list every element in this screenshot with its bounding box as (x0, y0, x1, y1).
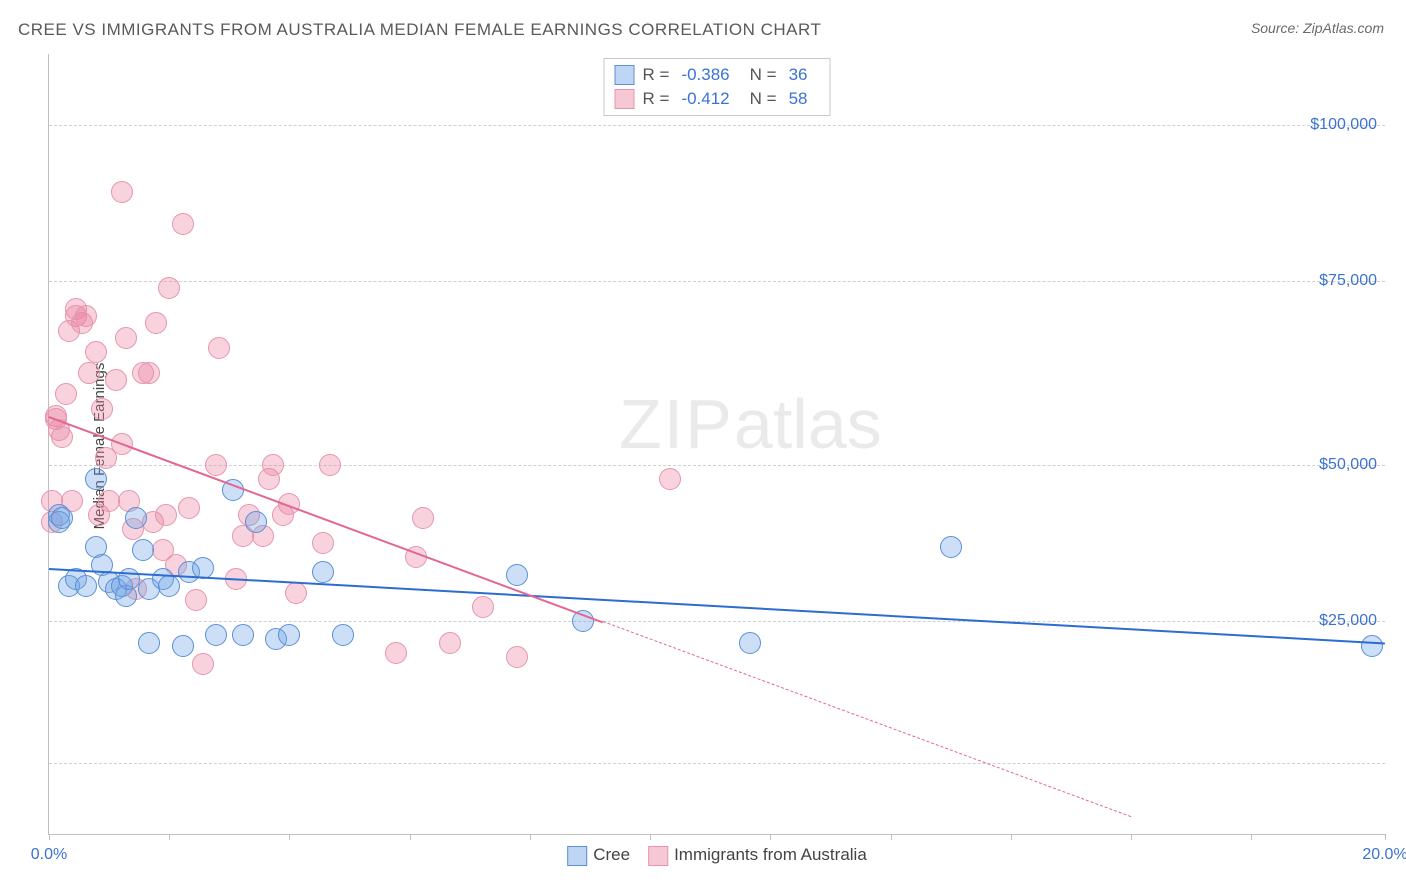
n-value: 36 (789, 65, 808, 85)
data-point (118, 568, 140, 590)
data-point (659, 468, 681, 490)
data-point (125, 507, 147, 529)
data-point (85, 341, 107, 363)
data-point (278, 624, 300, 646)
series-legend: Cree Immigrants from Australia (567, 845, 867, 866)
data-point (412, 507, 434, 529)
y-tick-label: $75,000 (1319, 272, 1377, 290)
legend-item-1: Cree (567, 845, 630, 866)
data-point (85, 468, 107, 490)
data-point (192, 653, 214, 675)
legend-swatch-1 (615, 65, 635, 85)
data-point (739, 632, 761, 654)
r-value: -0.386 (681, 65, 729, 85)
data-point (506, 564, 528, 586)
x-tick (770, 834, 771, 840)
data-point (158, 277, 180, 299)
r-value: -0.412 (681, 89, 729, 109)
legend-swatch-cree (567, 846, 587, 866)
data-point (232, 624, 254, 646)
data-point (472, 596, 494, 618)
data-point (172, 635, 194, 657)
data-point (439, 632, 461, 654)
data-point (262, 454, 284, 476)
data-point (138, 632, 160, 654)
data-point (506, 646, 528, 668)
chart-source: Source: ZipAtlas.com (1251, 20, 1384, 36)
n-label: N = (750, 65, 777, 85)
gridline (49, 763, 1385, 764)
data-point (132, 539, 154, 561)
data-point (312, 561, 334, 583)
x-tick-label: 20.0% (1362, 846, 1406, 864)
y-tick-label: $25,000 (1319, 612, 1377, 630)
data-point (385, 642, 407, 664)
data-point (205, 624, 227, 646)
data-point (145, 312, 167, 334)
r-label: R = (643, 89, 670, 109)
data-point (51, 426, 73, 448)
data-point (75, 575, 97, 597)
data-point (98, 490, 120, 512)
data-point (940, 536, 962, 558)
data-point (105, 369, 127, 391)
x-tick (169, 834, 170, 840)
data-point (155, 504, 177, 526)
data-point (185, 589, 207, 611)
correlation-legend: R = -0.386 N = 36 R = -0.412 N = 58 (604, 58, 831, 116)
data-point (91, 398, 113, 420)
data-point (172, 213, 194, 235)
watermark: ZIPatlas (619, 384, 882, 464)
gridline (49, 465, 1385, 466)
n-label: N = (750, 89, 777, 109)
data-point (332, 624, 354, 646)
data-point (245, 511, 267, 533)
x-tick (289, 834, 290, 840)
data-point (55, 383, 77, 405)
r-label: R = (643, 65, 670, 85)
gridline (49, 125, 1385, 126)
n-value: 58 (789, 89, 808, 109)
x-tick (49, 834, 50, 840)
y-tick-label: $50,000 (1319, 456, 1377, 474)
gridline (49, 621, 1385, 622)
x-tick (1385, 834, 1386, 840)
data-point (78, 362, 100, 384)
watermark-atlas: atlas (734, 385, 882, 463)
legend-swatch-immigrants (648, 846, 668, 866)
x-tick (1011, 834, 1012, 840)
data-point (285, 582, 307, 604)
data-point (319, 454, 341, 476)
legend-item-2: Immigrants from Australia (648, 845, 867, 866)
x-tick (1131, 834, 1132, 840)
data-point (75, 305, 97, 327)
legend-label: Cree (593, 845, 630, 864)
legend-swatch-2 (615, 89, 635, 109)
legend-row-2: R = -0.412 N = 58 (615, 87, 820, 111)
plot-area: ZIPatlas R = -0.386 N = 36 R = -0.412 N … (48, 54, 1385, 835)
data-point (115, 327, 137, 349)
x-tick (891, 834, 892, 840)
watermark-zip: ZIP (619, 385, 734, 463)
data-point (205, 454, 227, 476)
x-tick (650, 834, 651, 840)
data-point (1361, 635, 1383, 657)
x-tick (530, 834, 531, 840)
x-tick-label: 0.0% (31, 846, 67, 864)
data-point (312, 532, 334, 554)
data-point (158, 575, 180, 597)
x-tick (410, 834, 411, 840)
data-point (138, 362, 160, 384)
legend-label: Immigrants from Australia (674, 845, 867, 864)
data-point (178, 497, 200, 519)
y-tick-label: $100,000 (1310, 116, 1377, 134)
chart-title: CREE VS IMMIGRANTS FROM AUSTRALIA MEDIAN… (18, 20, 821, 40)
legend-row-1: R = -0.386 N = 36 (615, 63, 820, 87)
data-point (111, 181, 133, 203)
gridline (49, 281, 1385, 282)
x-tick (1251, 834, 1252, 840)
data-point (51, 507, 73, 529)
data-point (208, 337, 230, 359)
trend-line (603, 621, 1131, 817)
